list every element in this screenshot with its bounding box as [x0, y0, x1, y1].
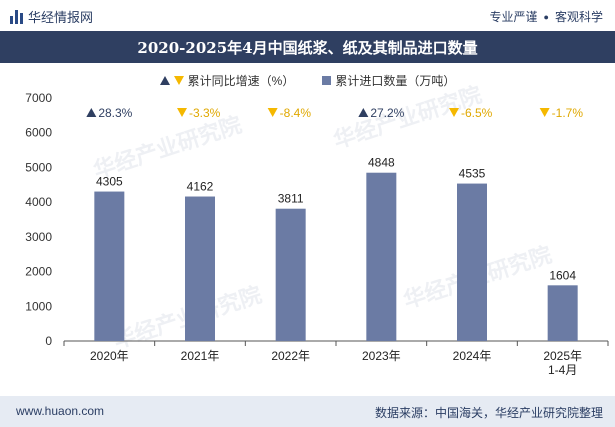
- bar: [366, 172, 397, 341]
- growth-down-marker: [449, 108, 459, 117]
- bar-value-label: 1604: [549, 268, 576, 282]
- bar-value-label: 3811: [278, 192, 304, 206]
- y-tick-label: 5000: [25, 160, 52, 174]
- down-triangle-icon: [173, 76, 184, 85]
- logo-bars-icon: [10, 9, 23, 24]
- x-tick-label: 2020年: [90, 349, 129, 363]
- legend-quantity-label: 累计进口数量（万吨）: [335, 74, 456, 88]
- x-tick-label: 2025年: [543, 349, 582, 363]
- legend: 累计同比增速（%） 累计进口数量（万吨）: [0, 72, 615, 89]
- top-bar: 华经情报网 专业严谨 ● 客观科学: [0, 0, 615, 30]
- growth-down-marker: [539, 108, 550, 117]
- x-tick-label: 1-4月: [548, 363, 577, 377]
- brand-name: 华经情报网: [28, 10, 94, 25]
- y-tick-label: 3000: [25, 230, 52, 244]
- y-tick-label: 4000: [25, 195, 52, 209]
- slogan-left: 专业严谨: [489, 10, 538, 24]
- bar: [275, 208, 306, 341]
- growth-up-marker: [358, 108, 369, 117]
- y-tick-label: 0: [45, 334, 52, 348]
- legend-growth: 累计同比增速（%）: [159, 72, 295, 89]
- chart-title: 2020-2025年4月中国纸浆、纸及其制品进口数量: [137, 38, 478, 57]
- growth-label: -8.4%: [280, 106, 312, 120]
- slogan-right: 客观科学: [554, 10, 603, 24]
- up-triangle-icon: [159, 76, 170, 85]
- growth-up-marker: [86, 108, 97, 117]
- growth-down-marker: [267, 108, 278, 117]
- bar: [457, 183, 487, 341]
- y-tick-label: 6000: [25, 126, 52, 140]
- bar-value-label: 4535: [459, 167, 486, 181]
- x-tick-label: 2021年: [181, 349, 220, 363]
- bar: [547, 285, 578, 341]
- x-tick-label: 2024年: [453, 349, 492, 363]
- bar: [185, 196, 215, 341]
- chart-title-bar: 2020-2025年4月中国纸浆、纸及其制品进口数量: [0, 31, 615, 63]
- slogan: 专业严谨 ● 客观科学: [490, 8, 603, 25]
- growth-label: 27.2%: [370, 106, 404, 120]
- legend-growth-label: 累计同比增速（%）: [187, 74, 295, 88]
- y-tick-label: 1000: [25, 299, 52, 313]
- growth-down-marker: [177, 108, 187, 117]
- bar-value-label: 4162: [187, 180, 214, 194]
- x-tick-label: 2022年: [271, 349, 310, 363]
- growth-label: -3.3%: [189, 106, 221, 120]
- legend-quantity: 累计进口数量（万吨）: [322, 72, 455, 89]
- bar-value-label: 4305: [96, 175, 123, 189]
- growth-label: 28.3%: [98, 106, 132, 120]
- y-tick-label: 7000: [25, 91, 52, 105]
- growth-label: -1.7%: [552, 106, 584, 120]
- bullet-icon: ●: [543, 11, 549, 22]
- footer: www.huaon.com 数据来源：中国海关，华经产业研究院整理: [0, 396, 615, 427]
- y-tick-label: 2000: [25, 265, 52, 279]
- bar-value-label: 4848: [368, 156, 395, 170]
- x-tick-label: 2023年: [362, 349, 401, 363]
- footer-website[interactable]: www.huaon.com: [16, 404, 105, 418]
- bar-swatch-icon: [322, 76, 332, 85]
- bar: [94, 191, 125, 341]
- bar-chart: 0 1000 2000 3000 4000 5000 6000 7000 4305 28.3% 20…: [25, 91, 609, 377]
- growth-label: -6.5%: [461, 106, 493, 120]
- footer-source: 数据来源：中国海关，华经产业研究院整理: [374, 406, 603, 420]
- brand-logo[interactable]: 华经情报网: [10, 7, 93, 26]
